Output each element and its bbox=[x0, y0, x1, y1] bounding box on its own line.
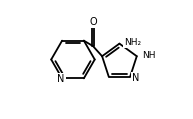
Text: O: O bbox=[89, 17, 97, 27]
Text: NH₂: NH₂ bbox=[124, 38, 141, 47]
Text: N: N bbox=[132, 73, 139, 83]
Text: NH: NH bbox=[142, 51, 156, 60]
Text: N: N bbox=[58, 74, 65, 84]
